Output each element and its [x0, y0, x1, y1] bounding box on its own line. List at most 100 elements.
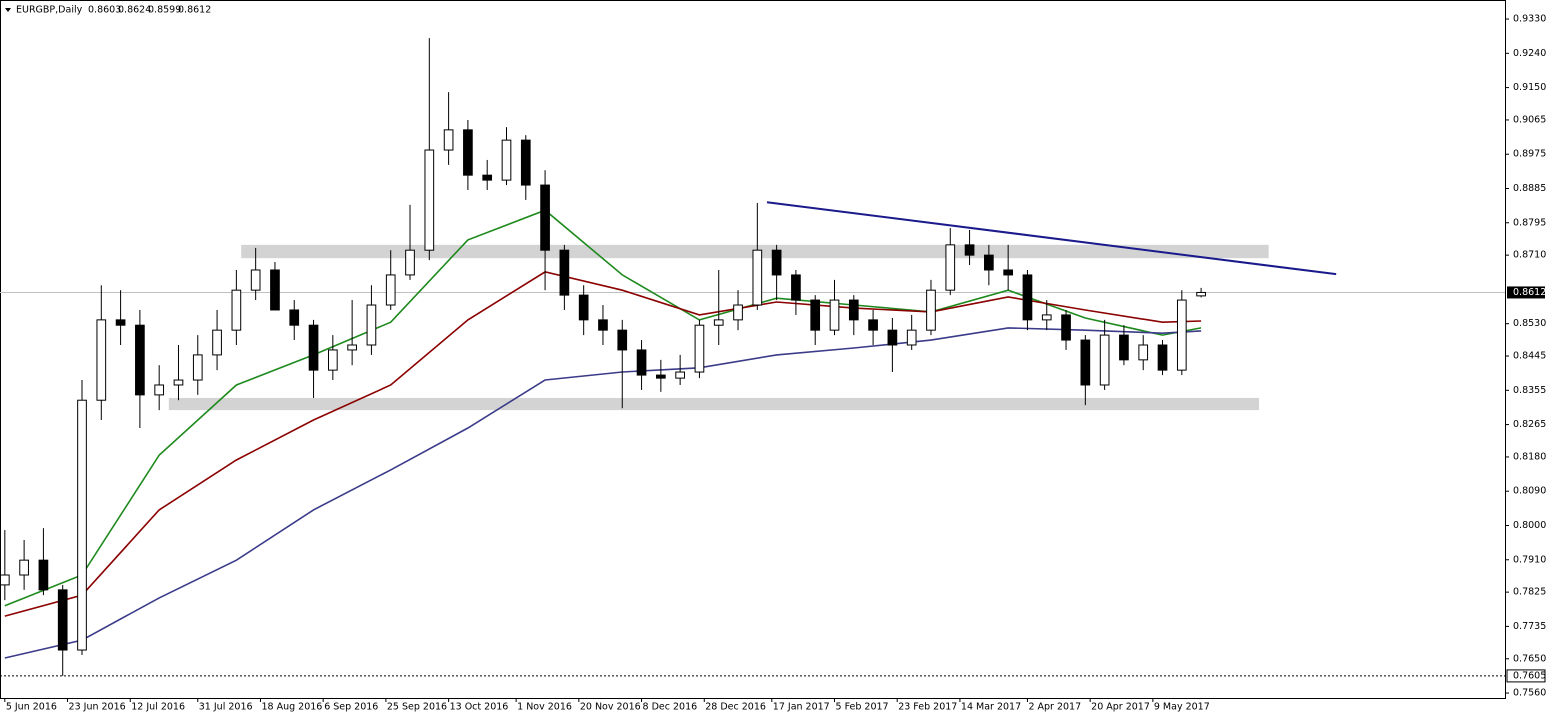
candle-body — [347, 344, 357, 351]
x-tick-label: 14 Mar 2017 — [961, 702, 1021, 713]
candle-body — [1138, 344, 1149, 361]
x-tick-label: 1 Nov 2016 — [517, 702, 572, 713]
x-tick-label: 12 Jul 2016 — [131, 702, 185, 713]
candle-body — [231, 289, 242, 331]
candle-body — [19, 559, 29, 576]
y-tick-label: 0.7650 — [1513, 653, 1546, 664]
level-label: 0.7605 — [1513, 670, 1546, 681]
price-label-box — [1507, 286, 1545, 299]
candle-body — [1099, 334, 1110, 386]
candle-body — [424, 149, 435, 251]
candle-body — [848, 299, 859, 321]
candle-body — [270, 269, 280, 311]
header-low: 0.8599 — [148, 5, 181, 16]
candle-body — [829, 299, 840, 331]
candle-body — [289, 309, 300, 326]
candle-body — [482, 174, 493, 181]
candle-body — [598, 319, 608, 331]
y-tick-label: 0.8090 — [1513, 486, 1546, 497]
x-tick-label: 20 Apr 2017 — [1091, 702, 1150, 713]
x-tick-label: 13 Oct 2016 — [450, 702, 509, 713]
candle-body — [964, 244, 975, 256]
candle-body — [327, 349, 338, 371]
y-tick-label: 0.8795 — [1513, 217, 1546, 228]
candle-body — [810, 299, 821, 331]
moving-average — [4, 209, 1202, 607]
header-close: 0.8612 — [178, 5, 211, 16]
header-open: 0.8603 — [88, 5, 121, 16]
candle-body — [154, 384, 165, 396]
candle-body — [1022, 274, 1033, 321]
candle-body — [540, 184, 550, 251]
y-tick-label: 0.9240 — [1513, 48, 1546, 59]
candle-body — [945, 244, 956, 291]
x-tick-label: 8 Dec 2016 — [643, 702, 698, 713]
candle-body — [752, 249, 763, 306]
x-tick-label: 18 Aug 2016 — [261, 702, 322, 713]
candle-body — [1061, 314, 1071, 341]
candle-body — [559, 249, 570, 296]
candle-body — [366, 304, 377, 346]
y-tick-label: 0.9150 — [1513, 82, 1546, 93]
candle-body — [405, 249, 415, 276]
candle-body — [887, 329, 898, 346]
candle-body — [675, 371, 685, 379]
y-tick-label: 0.8265 — [1513, 419, 1546, 430]
x-tick-label: 23 Jun 2016 — [69, 702, 126, 713]
candle-body — [135, 324, 145, 396]
candle-body — [578, 294, 589, 321]
trendline — [766, 201, 1337, 276]
candle-body — [250, 269, 261, 291]
candle-body — [1119, 334, 1129, 361]
y-tick-label: 0.9065 — [1513, 114, 1546, 125]
y-tick-label: 0.7560 — [1513, 688, 1546, 699]
candle-body — [115, 319, 126, 326]
candle-body — [77, 399, 87, 651]
candle-body — [308, 324, 319, 371]
y-tick-label: 0.8530 — [1513, 318, 1546, 329]
x-tick-label: 6 Sep 2016 — [324, 702, 378, 713]
ohlc-header: 0.8603 0.8624 0.8599 0.8612 — [88, 5, 211, 16]
y-tick-label: 0.7825 — [1513, 587, 1546, 598]
candle-body — [1176, 299, 1187, 371]
x-tick-label: 9 May 2017 — [1154, 702, 1210, 713]
candle-body — [771, 249, 782, 276]
candle-body — [173, 379, 184, 386]
plot-frame — [0, 0, 1506, 699]
y-tick-label: 0.8445 — [1513, 351, 1546, 362]
x-tick-label: 17 Jan 2017 — [773, 702, 830, 713]
candle-body — [713, 319, 724, 326]
y-tick-label: 0.8885 — [1513, 183, 1546, 194]
sr-zone — [168, 397, 1259, 411]
candle-body — [656, 374, 666, 379]
candle-body — [385, 274, 396, 306]
header-high: 0.8624 — [118, 5, 151, 16]
candle-body — [984, 254, 994, 271]
x-tick-label: 5 Feb 2017 — [836, 702, 889, 713]
menu-arrow — [5, 8, 11, 12]
y-tick-label: 0.8975 — [1513, 149, 1546, 160]
candle-body — [791, 274, 801, 301]
candle-body — [96, 319, 107, 401]
y-tick-label: 0.8000 — [1513, 520, 1546, 531]
candle-body — [212, 329, 222, 356]
y-tick-label: 0.7735 — [1513, 621, 1546, 632]
candle-body — [38, 559, 49, 591]
candle-body — [520, 139, 531, 186]
moving-average — [4, 271, 1202, 617]
x-tick-label: 5 Jun 2016 — [6, 702, 57, 713]
candle-body — [1003, 269, 1013, 276]
price-label: 0.8612 — [1513, 287, 1546, 298]
x-tick-label: 23 Feb 2017 — [898, 702, 957, 713]
y-tick-label: 0.8180 — [1513, 451, 1546, 462]
y-tick-label: 0.7910 — [1513, 554, 1546, 565]
candle-body — [1041, 314, 1052, 321]
x-tick-label: 31 Jul 2016 — [199, 702, 253, 713]
y-tick-label: 0.8710 — [1513, 250, 1546, 261]
candle-body — [192, 354, 203, 381]
candle-body — [501, 139, 512, 181]
candle-body — [868, 319, 878, 331]
level-label-box — [1506, 669, 1546, 683]
